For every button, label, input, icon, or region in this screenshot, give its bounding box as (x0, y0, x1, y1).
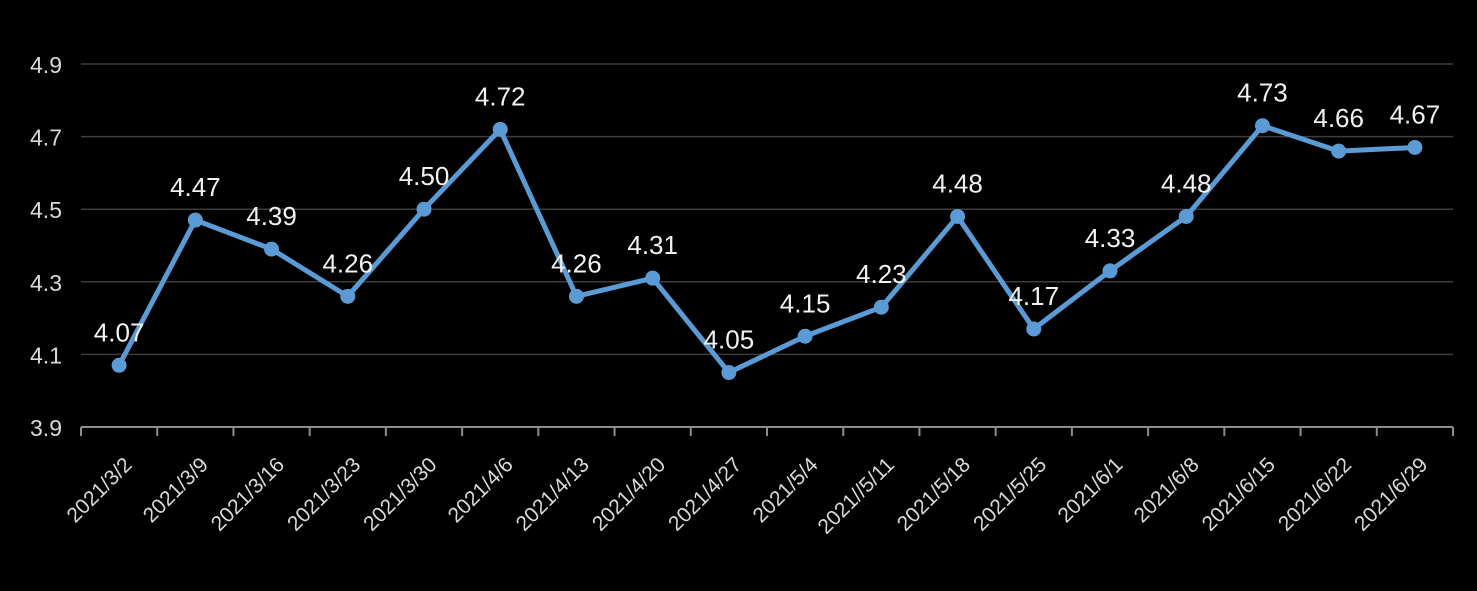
x-tick-label: 2021/6/29 (1350, 453, 1432, 535)
x-tick-label: 2021/5/4 (749, 453, 823, 527)
series-line-group (116, 123, 1418, 376)
data-label: 4.50 (399, 161, 450, 191)
x-tick-label: 2021/4/27 (664, 453, 746, 535)
y-tick-label: 3.9 (30, 415, 62, 441)
data-point (1407, 139, 1423, 155)
y-tick-labels-group: 4.9 4.7 4.5 4.3 4.1 3.9 (30, 52, 62, 441)
data-point (340, 288, 356, 304)
x-tick-label: 2021/3/16 (207, 453, 289, 535)
data-point (264, 241, 280, 257)
x-tick-label: 2021/5/25 (969, 453, 1051, 535)
x-tick-label: 2021/3/9 (139, 453, 213, 527)
x-tick-label: 2021/5/18 (893, 453, 975, 535)
data-label: 4.48 (1161, 168, 1212, 198)
data-point (568, 288, 584, 304)
y-tick-label: 4.5 (30, 197, 62, 223)
data-label: 4.26 (322, 248, 373, 278)
data-label: 4.39 (246, 201, 297, 231)
data-label: 4.47 (170, 172, 221, 202)
data-label: 4.23 (856, 259, 907, 289)
x-tick-label: 2021/4/13 (512, 453, 594, 535)
data-point (1178, 208, 1194, 224)
data-label: 4.66 (1313, 103, 1364, 133)
series-line (116, 123, 1418, 376)
data-point (416, 201, 432, 217)
x-tick-label: 2021/6/22 (1274, 453, 1356, 535)
data-label: 4.05 (704, 325, 755, 355)
data-label: 4.07 (94, 317, 145, 347)
data-label: 4.17 (1008, 281, 1059, 311)
data-point (1026, 321, 1042, 337)
data-label: 4.72 (475, 81, 526, 111)
y-tick-label: 4.9 (30, 52, 62, 78)
x-tick-label: 2021/6/1 (1053, 453, 1127, 527)
data-labels-group: 4.07 4.47 4.39 4.26 4.50 4.72 4.26 4.31 4.05 4.15… (94, 78, 1440, 355)
data-point (645, 270, 661, 286)
data-label: 4.26 (551, 248, 602, 278)
x-tick-label: 2021/4/6 (444, 453, 518, 527)
data-points-group (111, 118, 1423, 381)
data-label: 4.48 (932, 168, 983, 198)
data-point (1254, 118, 1270, 134)
data-point (721, 365, 737, 381)
x-tick-label: 2021/4/20 (588, 453, 670, 535)
data-point (797, 328, 813, 344)
data-label: 4.15 (780, 288, 831, 318)
x-tick-label: 2021/3/2 (63, 453, 137, 527)
data-point (950, 208, 966, 224)
data-label: 4.67 (1390, 99, 1441, 129)
x-axis-group (80, 426, 1454, 436)
y-tick-label: 4.1 (30, 342, 62, 368)
x-tick-label: 2021/6/8 (1130, 453, 1204, 527)
data-point (111, 357, 127, 373)
data-point (492, 121, 508, 137)
data-point (187, 212, 203, 228)
data-label: 4.31 (627, 230, 678, 260)
x-tick-label: 2021//5/11 (814, 453, 899, 538)
data-point (1102, 263, 1118, 279)
data-label: 4.33 (1085, 223, 1136, 253)
x-tick-label: 2021/3/30 (359, 453, 441, 535)
x-tick-label: 2021/3/23 (283, 453, 365, 535)
data-label: 4.73 (1237, 78, 1288, 108)
x-tick-label: 2021/6/15 (1198, 453, 1280, 535)
x-tick-labels-group: 2021/3/2 2021/3/92021/3/162021/3/232021/3… (63, 453, 1433, 539)
y-tick-label: 4.7 (30, 125, 62, 151)
y-tick-label: 4.3 (30, 270, 62, 296)
data-point (873, 299, 889, 315)
data-point (1331, 143, 1347, 159)
